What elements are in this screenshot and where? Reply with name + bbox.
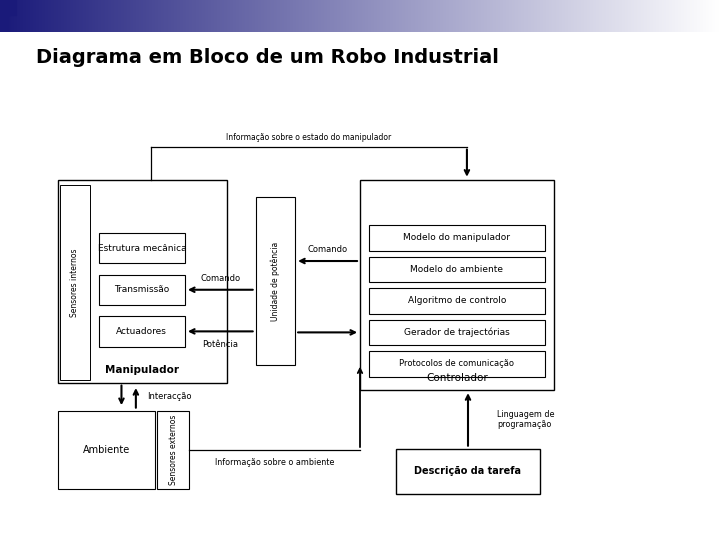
Bar (99, 316, 185, 347)
Bar (60, 185, 90, 380)
Text: Potência: Potência (202, 340, 238, 348)
Text: Ambiente: Ambiente (83, 445, 130, 455)
Bar (0, 15, 8, 32)
Text: Diagrama em Bloco de um Robo Industrial: Diagrama em Bloco de um Robo Industrial (36, 48, 499, 66)
Bar (369, 225, 545, 251)
Text: Descrição da tarefa: Descrição da tarefa (415, 467, 521, 476)
Bar (99, 274, 185, 305)
Text: Transmissão: Transmissão (114, 285, 169, 294)
Text: Actuadores: Actuadores (117, 327, 167, 336)
Text: Gerador de trajectórias: Gerador de trajectórias (404, 328, 510, 337)
Text: Unidade de potência: Unidade de potência (271, 241, 280, 321)
Bar (369, 351, 545, 376)
Bar (396, 449, 540, 494)
Bar (0, 0, 16, 15)
Bar (369, 256, 545, 282)
Text: Linguagem de
programação: Linguagem de programação (497, 410, 554, 429)
Bar (369, 288, 545, 314)
Bar (99, 233, 185, 264)
Text: Controlador: Controlador (426, 373, 488, 383)
Text: Modelo do manipulador: Modelo do manipulador (403, 233, 510, 242)
Bar (157, 410, 189, 489)
Bar (360, 180, 554, 390)
Bar (58, 180, 227, 383)
Text: Comando: Comando (200, 274, 240, 283)
Text: Interacção: Interacção (147, 392, 192, 401)
Text: Informação sobre o ambiente: Informação sobre o ambiente (215, 458, 334, 467)
Text: Sensores internos: Sensores internos (71, 248, 79, 316)
Bar (58, 410, 155, 489)
Text: Protocolos de comunicação: Protocolos de comunicação (400, 359, 514, 368)
Text: Algoritmo de controlo: Algoritmo de controlo (408, 296, 506, 306)
Text: Sensores externos: Sensores externos (168, 415, 178, 485)
Text: Manipulador: Manipulador (105, 365, 179, 375)
Bar (369, 320, 545, 345)
Text: Comando: Comando (307, 245, 348, 254)
Bar (256, 197, 295, 365)
Text: Modelo do ambiente: Modelo do ambiente (410, 265, 503, 274)
Text: Informação sobre o estado do manipulador: Informação sobre o estado do manipulador (226, 133, 392, 142)
Text: Estrutura mecânica: Estrutura mecânica (97, 244, 186, 253)
